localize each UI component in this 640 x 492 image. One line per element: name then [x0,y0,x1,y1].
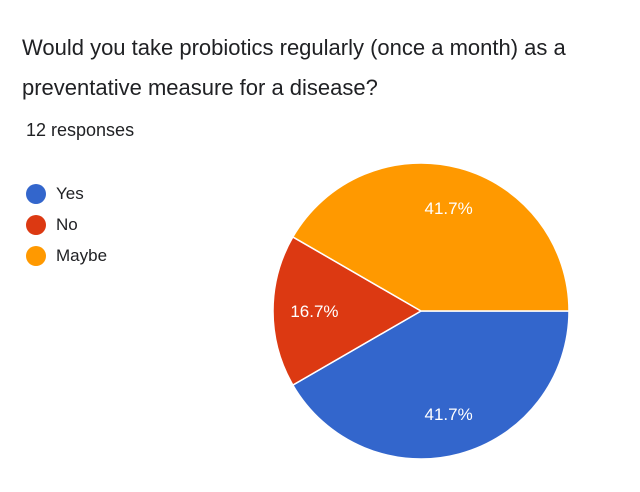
legend-label: Maybe [56,245,108,265]
slice-label: 41.7% [425,199,473,218]
slice-maybe[interactable] [291,162,570,312]
slice-no[interactable] [272,235,423,387]
legend-item-no[interactable]: No [26,209,107,240]
legend: Yes No Maybe [26,178,107,271]
question-title: Would you take probiotics regularly (onc… [22,35,566,100]
slice-yes[interactable] [291,310,570,460]
legend-swatch-no [26,214,46,235]
legend-swatch-maybe [26,245,46,266]
legend-item-maybe[interactable]: Maybe [26,240,107,271]
slice-label: 41.7% [425,405,473,424]
legend-item-yes[interactable]: Yes [26,178,107,209]
legend-label: No [56,214,78,234]
response-count: 12 responses [26,120,135,140]
legend-swatch-yes [26,183,46,204]
slice-label: 16.7% [290,302,338,321]
legend-label: Yes [56,183,84,203]
